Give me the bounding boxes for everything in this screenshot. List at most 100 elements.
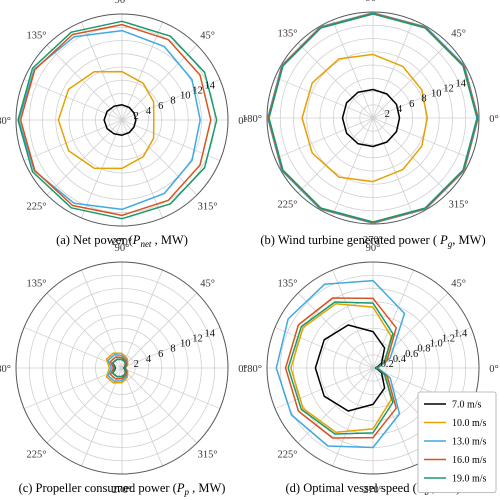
grid-spoke [274,327,374,369]
grid-spoke [372,292,449,369]
grid-spoke [332,19,374,119]
angle-label: 180° [242,364,262,375]
radial-tick-label: 8 [421,94,426,105]
legend-label: 19.0 m/s [452,474,487,485]
grid-spoke [121,327,221,369]
series-curve-16-0-m-s [109,356,128,380]
grid-spoke [372,327,472,369]
radial-tick-label: 14 [204,81,215,92]
angle-label: 225° [277,450,297,461]
angle-label: 45° [451,278,466,289]
grid-spoke [372,117,449,194]
series-curve-13-0-m-s [107,354,128,382]
angle-label: 315° [198,450,218,461]
angle-label: 180° [0,364,11,375]
grid-spoke [46,292,123,369]
grid-spoke [372,117,472,159]
angle-label: 135° [26,278,46,289]
grid-spoke [121,21,163,121]
grid-spoke [274,77,374,119]
angle-label: 270° [112,485,132,496]
angle-label: 315° [198,202,218,213]
radial-tick-label: 14 [455,79,466,90]
subplot-caption: (a) Net power (Pnet , MW) [56,233,188,249]
grid-spoke [81,269,123,369]
grid-spoke [81,367,123,467]
subplot-caption: (b) Wind turbine generated power ( Pg, M… [260,233,485,249]
radial-tick-label: 8 [170,96,175,107]
grid-spoke [121,119,198,196]
grid-spoke [121,292,198,369]
radial-tick-label: 0.6 [405,349,418,360]
grid-spoke [46,119,123,196]
radial-tick-label: 1.4 [454,329,468,340]
radial-tick-label: 4 [146,354,152,365]
angle-label: 135° [26,30,46,41]
polar-frame [15,13,229,227]
grid-spoke [121,269,163,369]
polar-frame [15,261,229,475]
series-curve-7-0-m-s [314,324,386,412]
radial-tick-label: 0.2 [381,359,394,370]
radial-tick-label: 12 [192,334,203,345]
radial-tick-label: 1.0 [430,339,443,350]
radial-tick-label: 6 [158,101,163,112]
grid-spoke [372,42,449,119]
angle-label: 90° [366,0,381,4]
grid-spoke [297,117,374,194]
series-curve-19-0-m-s [112,358,127,378]
radial-tick-label: 2 [385,109,390,120]
radial-tick-label: 12 [443,84,454,95]
grid-spoke [372,19,414,119]
grid-spoke [121,119,163,219]
legend-box [417,391,497,493]
series-curve-7-0-m-s [103,104,137,136]
grid-spoke [372,367,414,467]
angle-label: 270° [363,485,383,496]
legend-label: 13.0 m/s [452,437,487,448]
angle-label: 270° [363,235,383,246]
radial-tick-label: 0.4 [393,354,407,365]
angle-label: 45° [200,30,215,41]
grid-spoke [46,367,123,444]
radial-tick-label: 14 [204,329,215,340]
angle-label: 225° [26,202,46,213]
angle-label: 225° [26,450,46,461]
grid-spoke [372,77,472,119]
legend: 7.0 m/s 10.0 m/s 13.0 m/s 16.0 m/s 19.0 m/s [417,391,497,493]
radial-tick-label: 6 [158,349,163,360]
series-curve-10-0-m-s [57,70,155,170]
grid-spoke [121,119,221,161]
grid-spoke [372,269,414,369]
grid-spoke [121,367,198,444]
grid-spoke [23,327,123,369]
angle-label: 0° [238,364,247,375]
angle-label: 0° [489,114,498,125]
angle-label: 315° [449,200,469,211]
radial-tick-label: 8 [170,344,175,355]
grid-spoke [274,367,374,409]
grid-spoke [332,367,374,467]
legend-label: 7.0 m/s [452,400,482,411]
angle-label: 0° [238,116,247,127]
angle-label: 45° [200,278,215,289]
radial-tick-label: 4 [146,106,152,117]
grid-spoke [274,117,374,159]
radial-tick-label: 4 [397,104,403,115]
radial-tick-label: 1.2 [442,334,455,345]
radial-tick-label: 10 [180,339,191,350]
radial-tick-label: 10 [180,91,191,102]
angle-label: 0° [489,364,498,375]
radial-tick-label: 12 [192,86,203,97]
angle-label: 90° [366,243,381,254]
polar-frame [266,261,480,475]
angle-label: 135° [277,28,297,39]
subplot-caption: (c) Propeller consumed power (Pp , MW) [19,481,226,497]
grid-spoke [121,79,221,121]
series-curve-10-0-m-s [301,53,429,183]
angle-label: 180° [242,114,262,125]
grid-spoke [46,44,123,121]
